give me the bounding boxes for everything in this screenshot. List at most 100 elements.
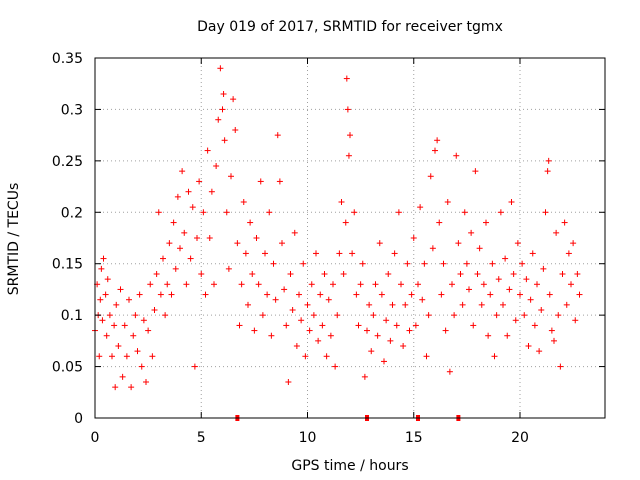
data-point	[121, 322, 128, 329]
data-point	[389, 301, 396, 308]
data-point	[412, 322, 419, 329]
data-point	[370, 312, 377, 319]
data-point	[310, 312, 317, 319]
data-point	[572, 317, 579, 324]
data-point	[493, 312, 500, 319]
y-tick-label: 0.2	[61, 205, 83, 221]
data-point	[536, 348, 543, 355]
data-point	[529, 250, 536, 257]
data-point	[119, 373, 126, 380]
data-point	[366, 301, 373, 308]
data-point	[270, 260, 277, 267]
data-point	[225, 265, 232, 272]
data-point	[164, 281, 171, 288]
data-point	[425, 312, 432, 319]
data-point	[478, 301, 485, 308]
data-point	[485, 332, 492, 339]
data-point	[483, 219, 489, 226]
data-point	[217, 65, 224, 72]
data-point	[97, 296, 104, 303]
data-point	[474, 271, 481, 277]
data-point	[242, 250, 249, 257]
data-point	[525, 343, 532, 349]
data-point	[213, 163, 220, 169]
data-point	[402, 301, 409, 308]
data-point	[308, 281, 315, 288]
data-point	[306, 327, 313, 334]
data-point	[102, 291, 109, 298]
data-point	[517, 291, 523, 298]
data-point	[138, 363, 145, 370]
data-point	[302, 353, 309, 360]
data-point	[468, 229, 475, 236]
data-point	[417, 204, 424, 211]
data-point	[427, 173, 434, 180]
data-point	[555, 312, 562, 319]
data-point	[187, 255, 194, 262]
data-point	[257, 178, 264, 185]
data-point	[395, 209, 402, 216]
data-point	[459, 301, 466, 308]
data-point	[166, 240, 173, 247]
y-tick-label: 0.3	[61, 102, 83, 118]
data-point	[415, 281, 421, 288]
data-point	[545, 157, 552, 164]
data-point	[565, 250, 572, 257]
data-point	[298, 317, 305, 324]
data-point	[523, 276, 530, 283]
data-point	[153, 271, 160, 277]
data-point	[98, 265, 105, 272]
data-point	[444, 199, 451, 205]
data-point	[234, 240, 241, 247]
data-point	[378, 291, 385, 298]
data-point	[495, 276, 502, 283]
data-point	[432, 147, 438, 154]
data-point	[220, 91, 227, 97]
data-point	[519, 260, 526, 267]
data-point	[143, 379, 149, 385]
data-point	[393, 322, 400, 329]
data-point	[446, 368, 453, 375]
data-point	[410, 235, 417, 241]
data-point	[357, 281, 364, 288]
data-point	[177, 245, 183, 252]
data-point	[385, 271, 392, 277]
data-point	[317, 291, 324, 298]
data-point	[463, 260, 470, 267]
data-point	[480, 281, 487, 288]
data-point	[200, 209, 207, 216]
data-point	[364, 327, 370, 334]
data-point	[538, 307, 545, 313]
data-point	[368, 348, 375, 355]
data-point	[381, 358, 387, 365]
points-layer	[92, 65, 583, 421]
data-point	[289, 307, 296, 313]
data-point	[453, 152, 460, 159]
data-point	[338, 199, 345, 205]
data-point	[491, 353, 498, 360]
data-point	[383, 317, 390, 324]
data-point	[512, 317, 519, 324]
grid-layer	[95, 58, 605, 418]
data-point	[534, 281, 540, 288]
data-point	[561, 219, 568, 226]
data-point	[347, 132, 353, 139]
data-point	[408, 291, 415, 298]
data-point	[510, 271, 517, 277]
data-point	[140, 317, 147, 324]
data-point	[551, 337, 557, 344]
data-point	[196, 178, 203, 185]
data-point	[96, 353, 103, 360]
data-point	[553, 229, 560, 236]
data-point	[429, 245, 436, 252]
data-point	[327, 332, 334, 339]
data-point	[223, 209, 230, 216]
data-point	[111, 322, 118, 329]
data-point	[419, 296, 426, 303]
data-point	[179, 168, 186, 175]
x-tick-label: 0	[91, 430, 100, 446]
x-axis-title: GPS time / hours	[291, 458, 408, 474]
data-point	[332, 363, 339, 370]
data-point	[531, 322, 538, 329]
